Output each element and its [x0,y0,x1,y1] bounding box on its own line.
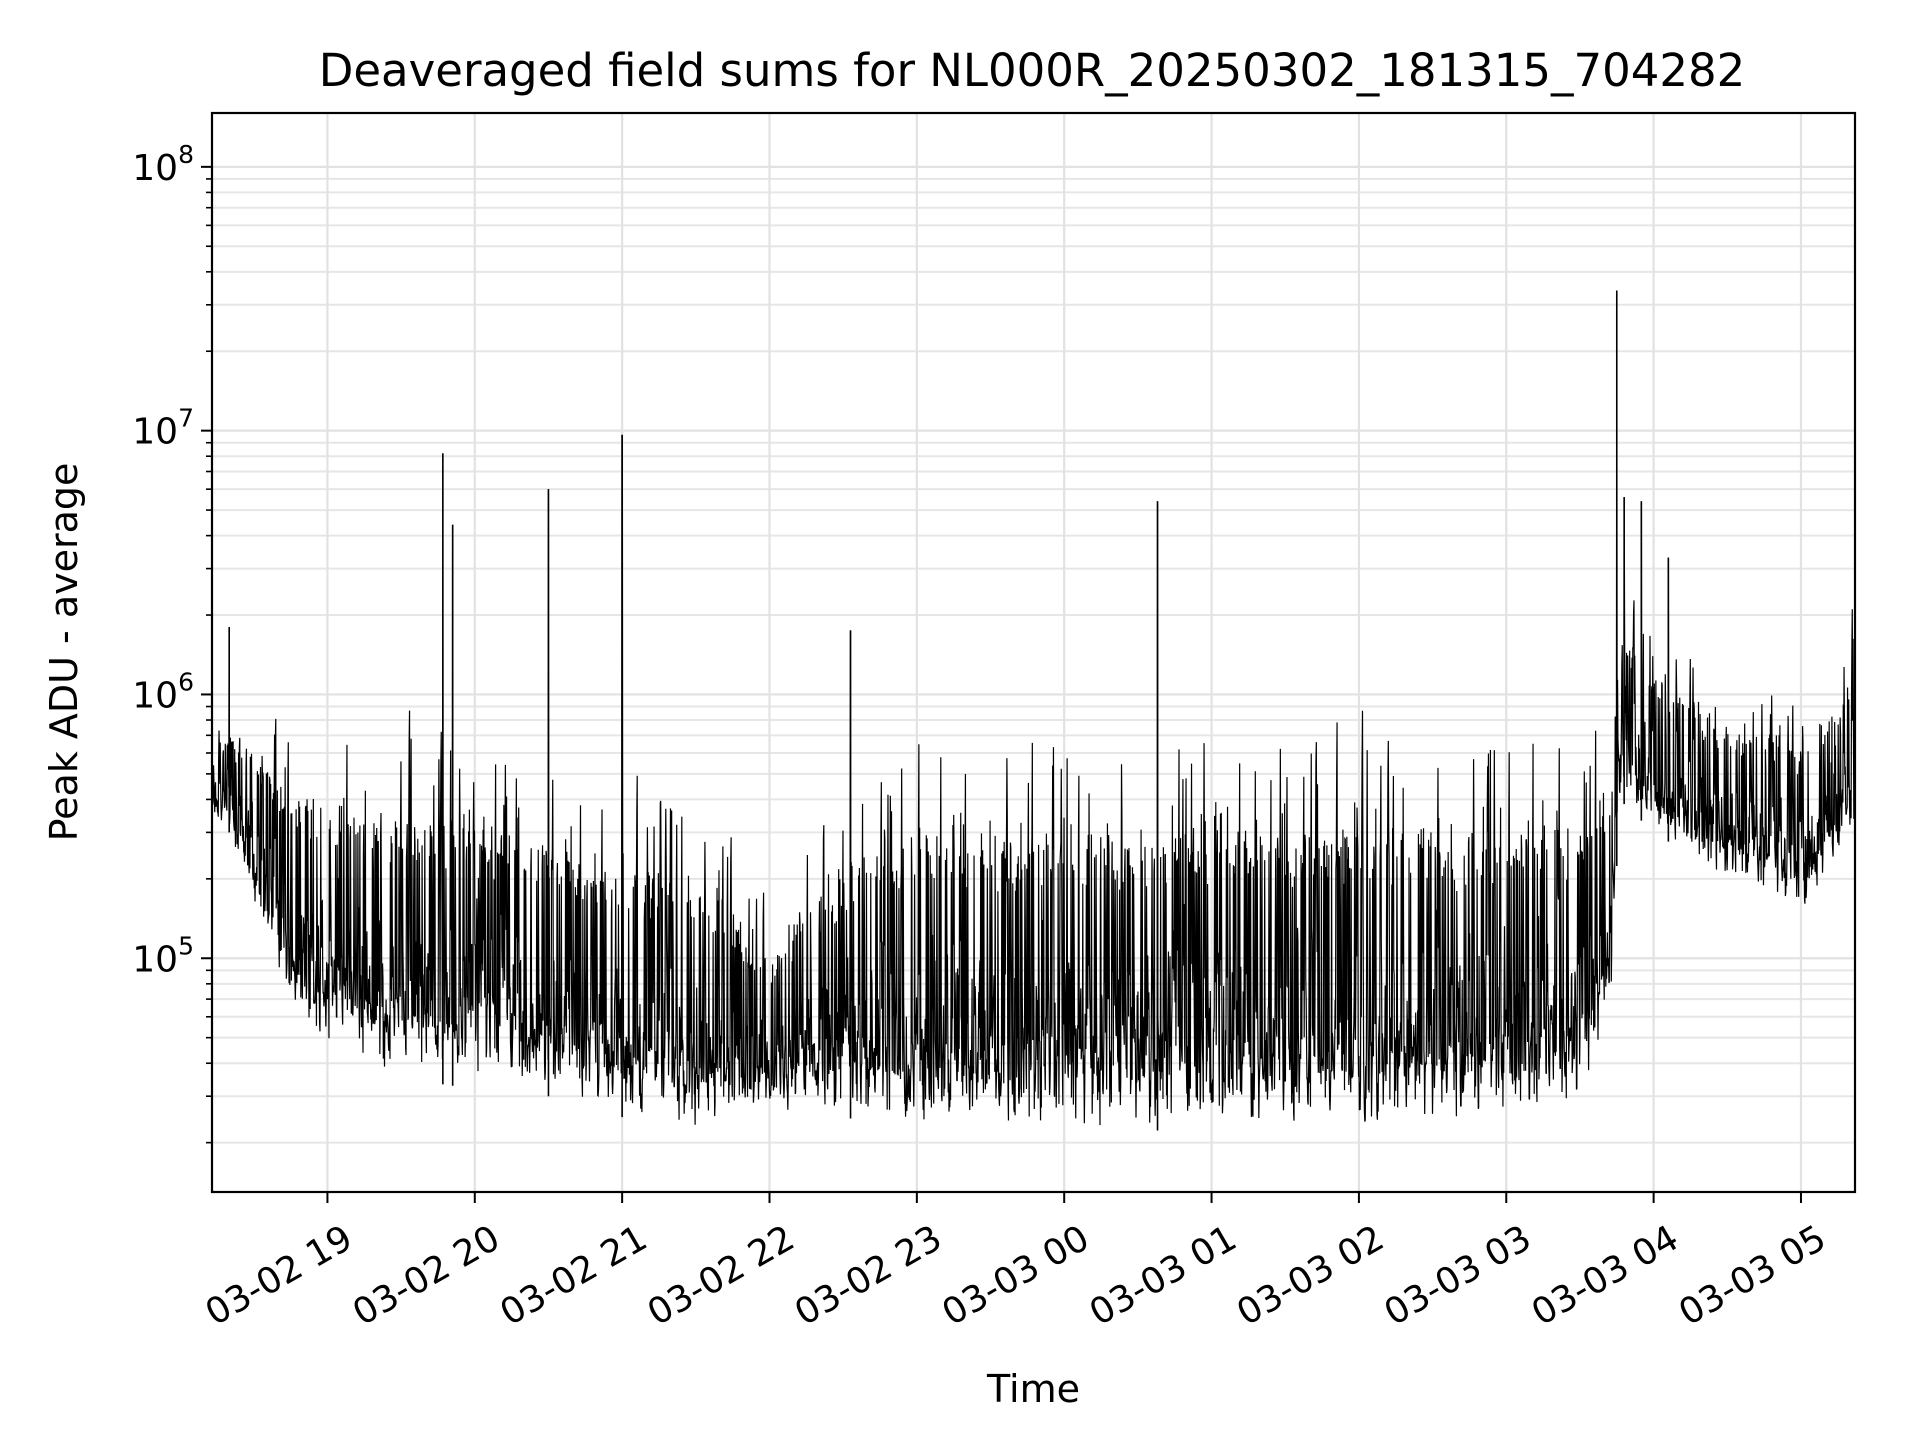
y-tick-label: 106 [132,667,194,716]
y-tick-label: 107 [132,404,194,453]
chart-title: Deaveraged field sums for NL000R_2025030… [319,44,1746,97]
y-axis-label: Peak ADU - average [42,463,86,842]
plot-frame [210,111,1857,1194]
y-tick-label: 105 [132,931,194,980]
x-axis-label: Time [986,1367,1080,1411]
series-line [211,290,1856,1131]
y-tick-label: 108 [132,140,194,189]
series-path [211,290,1856,1126]
